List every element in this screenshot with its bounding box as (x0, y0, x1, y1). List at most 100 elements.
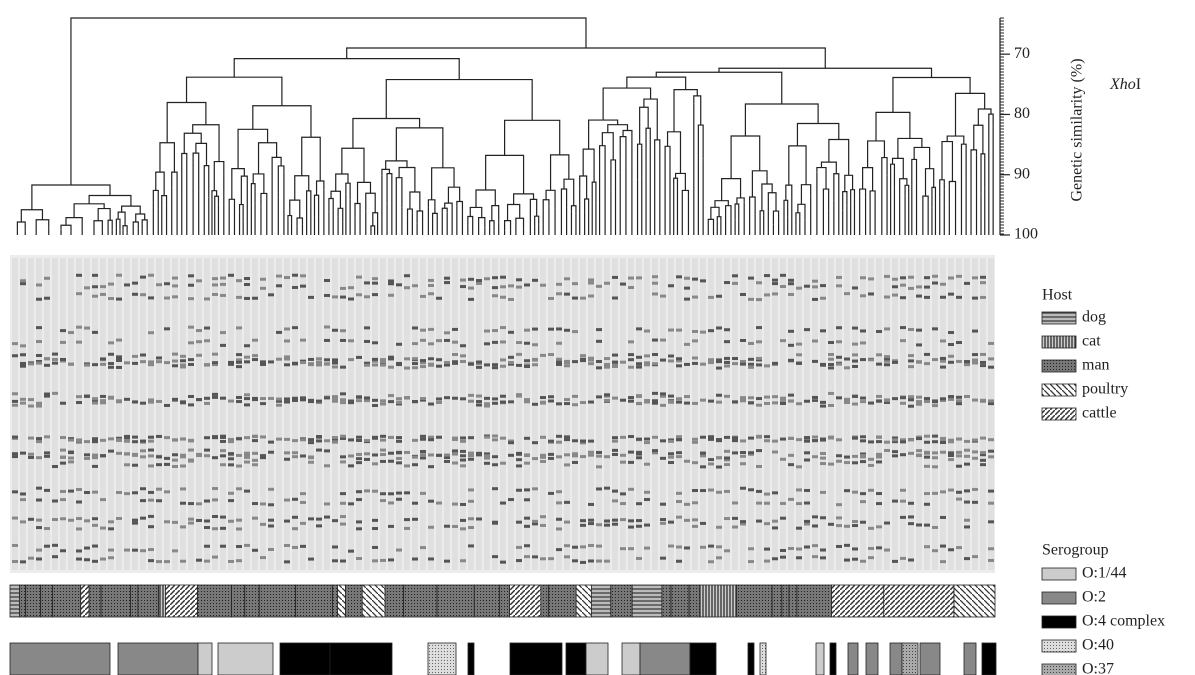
host-segment (258, 584, 297, 618)
band (668, 394, 674, 398)
band (868, 526, 874, 530)
serogroup-legend-item: O:37 (1082, 661, 1114, 675)
band (612, 275, 618, 279)
band (876, 455, 882, 459)
host-segment (436, 584, 475, 618)
band (484, 396, 490, 400)
host-segment (699, 584, 737, 618)
band (868, 463, 874, 467)
dendrogram-branch (107, 219, 113, 230)
band (660, 521, 666, 525)
band (348, 297, 354, 301)
band (156, 434, 162, 438)
band (308, 295, 314, 299)
band (124, 434, 130, 438)
band (548, 399, 554, 403)
band (780, 437, 786, 441)
band (372, 559, 378, 563)
band (612, 522, 618, 526)
band (364, 399, 370, 403)
band (748, 365, 754, 369)
band (76, 487, 82, 491)
band (948, 397, 954, 401)
band (644, 437, 650, 441)
band (324, 358, 330, 362)
band (716, 525, 722, 529)
band (260, 454, 266, 458)
band (300, 361, 306, 365)
band (836, 396, 842, 400)
band (588, 358, 594, 362)
band (332, 397, 338, 401)
band (60, 517, 66, 521)
band (748, 452, 754, 456)
band (580, 560, 586, 564)
band (124, 397, 130, 401)
dendrogram-branch (897, 137, 923, 159)
band (420, 491, 426, 495)
band (756, 464, 762, 468)
band (100, 498, 106, 502)
band (564, 520, 570, 524)
band (812, 297, 818, 301)
band (212, 395, 218, 399)
band (644, 361, 650, 365)
lane (348, 258, 354, 570)
host-segment (688, 584, 701, 618)
band (100, 438, 106, 442)
band (100, 362, 106, 366)
dendrogram-branch (233, 58, 460, 80)
host-segment (337, 584, 346, 618)
band (84, 453, 90, 457)
band (252, 354, 258, 358)
band (868, 358, 874, 362)
band (396, 342, 402, 346)
band (108, 548, 114, 552)
band (76, 325, 82, 329)
dendrogram-branch (228, 198, 236, 218)
lane (108, 258, 114, 570)
band (588, 400, 594, 404)
band (820, 548, 826, 552)
band (932, 451, 938, 455)
band (700, 451, 706, 455)
band (676, 500, 682, 504)
band (988, 501, 994, 505)
lane (572, 258, 578, 570)
band (732, 439, 738, 443)
band (572, 439, 578, 443)
band (876, 435, 882, 439)
band (980, 295, 986, 299)
lane (68, 258, 74, 570)
band (612, 489, 618, 493)
host-segment (831, 584, 885, 618)
band (804, 519, 810, 523)
band (364, 326, 370, 330)
band (956, 454, 962, 458)
band (860, 492, 866, 496)
band (68, 456, 74, 460)
band (388, 355, 394, 359)
band (460, 344, 466, 348)
band (108, 395, 114, 399)
lane (676, 258, 682, 570)
band (788, 436, 794, 440)
serogroup-legend-title: Serogroup (1042, 542, 1109, 559)
band (44, 296, 50, 300)
band (388, 282, 394, 286)
band (380, 453, 386, 457)
dendrogram-branch (447, 186, 461, 204)
band (764, 522, 770, 526)
band (236, 353, 242, 357)
dendrogram-branch (60, 224, 72, 232)
tick-label: 70 (1014, 45, 1030, 62)
band (108, 520, 114, 524)
dendrogram-branch (643, 98, 658, 140)
dendrogram-branch (213, 160, 225, 191)
band (668, 284, 674, 288)
band (36, 498, 42, 502)
band (548, 557, 554, 561)
band (12, 399, 18, 403)
band (620, 360, 626, 364)
band (628, 487, 634, 491)
